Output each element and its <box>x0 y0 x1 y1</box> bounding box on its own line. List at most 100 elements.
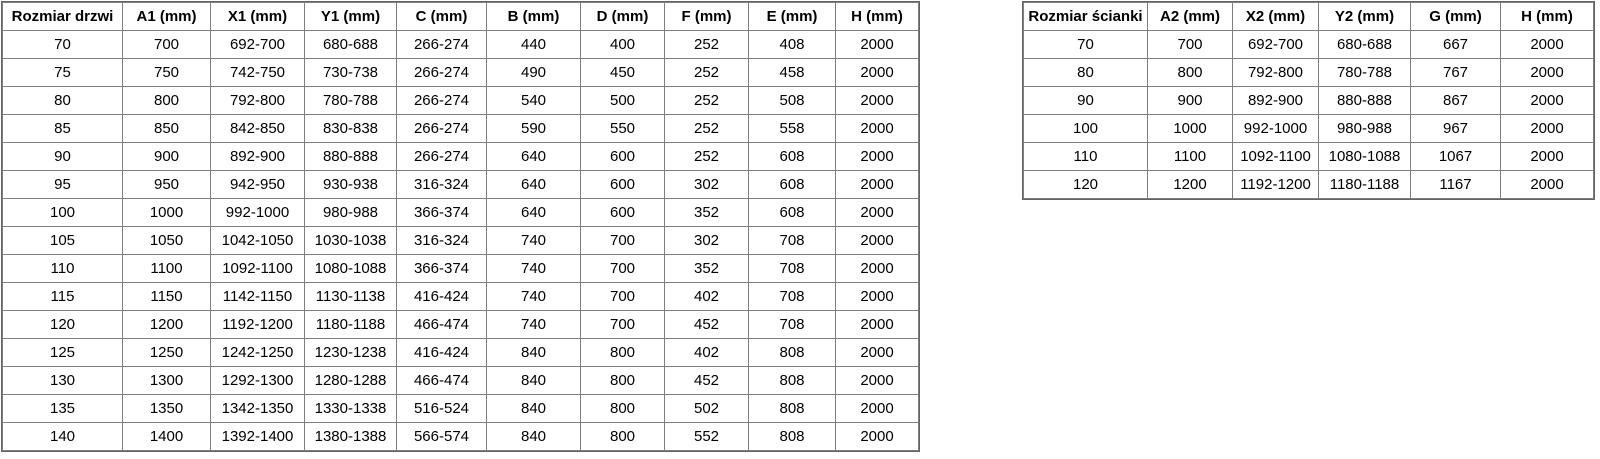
table-cell: 2000 <box>835 366 919 395</box>
table-cell: 1280-1288 <box>304 366 397 395</box>
table-cell: 967 <box>1410 114 1501 143</box>
table-cell: 980-988 <box>304 198 397 227</box>
column-header: C (mm) <box>396 2 487 31</box>
table-cell: 930-938 <box>304 170 397 199</box>
table-cell: 640 <box>486 198 581 227</box>
table-cell: 680-688 <box>304 30 397 59</box>
table-cell: 780-788 <box>304 86 397 115</box>
table-cell: 608 <box>748 142 836 171</box>
table-cell: 105 <box>2 226 123 255</box>
table-cell: 1192-1200 <box>1232 170 1319 199</box>
table-cell: 1000 <box>122 198 211 227</box>
table-cell: 840 <box>486 338 581 367</box>
table-cell: 740 <box>486 282 581 311</box>
table-cell: 590 <box>486 114 581 143</box>
table-cell: 2000 <box>835 254 919 283</box>
table-cell: 416-424 <box>396 282 487 311</box>
column-header: F (mm) <box>664 2 749 31</box>
table-row: 75 750 742-750 730-738 266-274 490 450 252 458 20… <box>2 58 919 87</box>
column-header: X1 (mm) <box>210 2 305 31</box>
table-row: 95 950 942-950 930-938 316-324 640 600 302 608 20… <box>2 170 919 199</box>
table-cell: 452 <box>664 366 749 395</box>
table-row: 115 1150 1142-1150 1130-1138 416-424 740 700 40… <box>2 282 919 311</box>
column-header: Rozmiar ścianki <box>1023 2 1148 31</box>
table-cell: 880-888 <box>1318 86 1411 115</box>
table-cell: 700 <box>580 226 665 255</box>
table-cell: 516-524 <box>396 394 487 423</box>
table-cell: 452 <box>664 310 749 339</box>
table-cell: 540 <box>486 86 581 115</box>
table-cell: 950 <box>122 170 211 199</box>
table-cell: 2000 <box>1500 170 1594 199</box>
table-row: 130 1300 1292-1300 1280-1288 466-474 840 800 45… <box>2 366 919 395</box>
table-row: 135 1350 1342-1350 1330-1338 516-524 840 800 50… <box>2 394 919 423</box>
table-cell: 800 <box>580 366 665 395</box>
table-cell: 252 <box>664 86 749 115</box>
table-cell: 1192-1200 <box>210 310 305 339</box>
table-row: 140 1400 1392-1400 1380-1388 566-574 840 800 55… <box>2 422 919 451</box>
table-cell: 135 <box>2 394 123 423</box>
door-sizes-table: Rozmiar drzwi A1 (mm) X1 (mm) Y1 (mm) C (mm)… <box>1 1 920 452</box>
table-cell: 1142-1150 <box>210 282 305 311</box>
table-cell: 608 <box>748 170 836 199</box>
table-cell: 1350 <box>122 394 211 423</box>
column-header: A2 (mm) <box>1147 2 1233 31</box>
table-cell: 1050 <box>122 226 211 255</box>
table-cell: 850 <box>122 114 211 143</box>
table-cell: 252 <box>664 58 749 87</box>
table-cell: 740 <box>486 310 581 339</box>
table-cell: 552 <box>664 422 749 451</box>
table-cell: 266-274 <box>396 58 487 87</box>
table-cell: 708 <box>748 254 836 283</box>
table-cell: 2000 <box>835 142 919 171</box>
table-row: 100 1000 992-1000 980-988 366-374 640 600 352 60… <box>2 198 919 227</box>
table-cell: 767 <box>1410 58 1501 87</box>
table-cell: 2000 <box>835 58 919 87</box>
table-cell: 558 <box>748 114 836 143</box>
table-cell: 700 <box>580 310 665 339</box>
table-cell: 1342-1350 <box>210 394 305 423</box>
table-cell: 266-274 <box>396 30 487 59</box>
column-header: D (mm) <box>580 2 665 31</box>
table-cell: 792-800 <box>210 86 305 115</box>
table-cell: 1092-1100 <box>1232 142 1319 171</box>
table-cell: 2000 <box>835 198 919 227</box>
table-cell: 1200 <box>122 310 211 339</box>
table-row: 120 1200 1192-1200 1180-1188 466-474 740 700 45… <box>2 310 919 339</box>
column-header: X2 (mm) <box>1232 2 1319 31</box>
table-cell: 140 <box>2 422 123 451</box>
table-cell: 980-988 <box>1318 114 1411 143</box>
table-cell: 1100 <box>122 254 211 283</box>
table-cell: 600 <box>580 198 665 227</box>
table-cell: 458 <box>748 58 836 87</box>
table-cell: 1167 <box>1410 170 1501 199</box>
table-cell: 1042-1050 <box>210 226 305 255</box>
table-row: 90 900 892-900 880-888 867 2000 <box>1023 86 1594 115</box>
column-header: G (mm) <box>1410 2 1501 31</box>
table-cell: 840 <box>486 366 581 395</box>
table-row: 120 1200 1192-1200 1180-1188 1167 2000 <box>1023 170 1594 199</box>
table-cell: 2000 <box>835 226 919 255</box>
table-cell: 900 <box>1147 86 1233 115</box>
table-cell: 490 <box>486 58 581 87</box>
table-cell: 2000 <box>835 422 919 451</box>
table-row: 80 800 792-800 780-788 767 2000 <box>1023 58 1594 87</box>
table-cell: 992-1000 <box>210 198 305 227</box>
table-cell: 466-474 <box>396 366 487 395</box>
table-cell: 892-900 <box>210 142 305 171</box>
table-cell: 2000 <box>1500 114 1594 143</box>
table-cell: 808 <box>748 366 836 395</box>
table-cell: 1230-1238 <box>304 338 397 367</box>
table-cell: 780-788 <box>1318 58 1411 87</box>
table-cell: 352 <box>664 254 749 283</box>
table-cell: 266-274 <box>396 86 487 115</box>
column-header: H (mm) <box>1500 2 1594 31</box>
table-cell: 2000 <box>835 282 919 311</box>
table-cell: 880-888 <box>304 142 397 171</box>
table-cell: 800 <box>580 338 665 367</box>
table-row: 70 700 692-700 680-688 266-274 440 400 252 408 20… <box>2 30 919 59</box>
table-cell: 2000 <box>835 86 919 115</box>
table-cell: 1330-1338 <box>304 394 397 423</box>
table-row: 90 900 892-900 880-888 266-274 640 600 252 608 20… <box>2 142 919 171</box>
table-cell: 1380-1388 <box>304 422 397 451</box>
